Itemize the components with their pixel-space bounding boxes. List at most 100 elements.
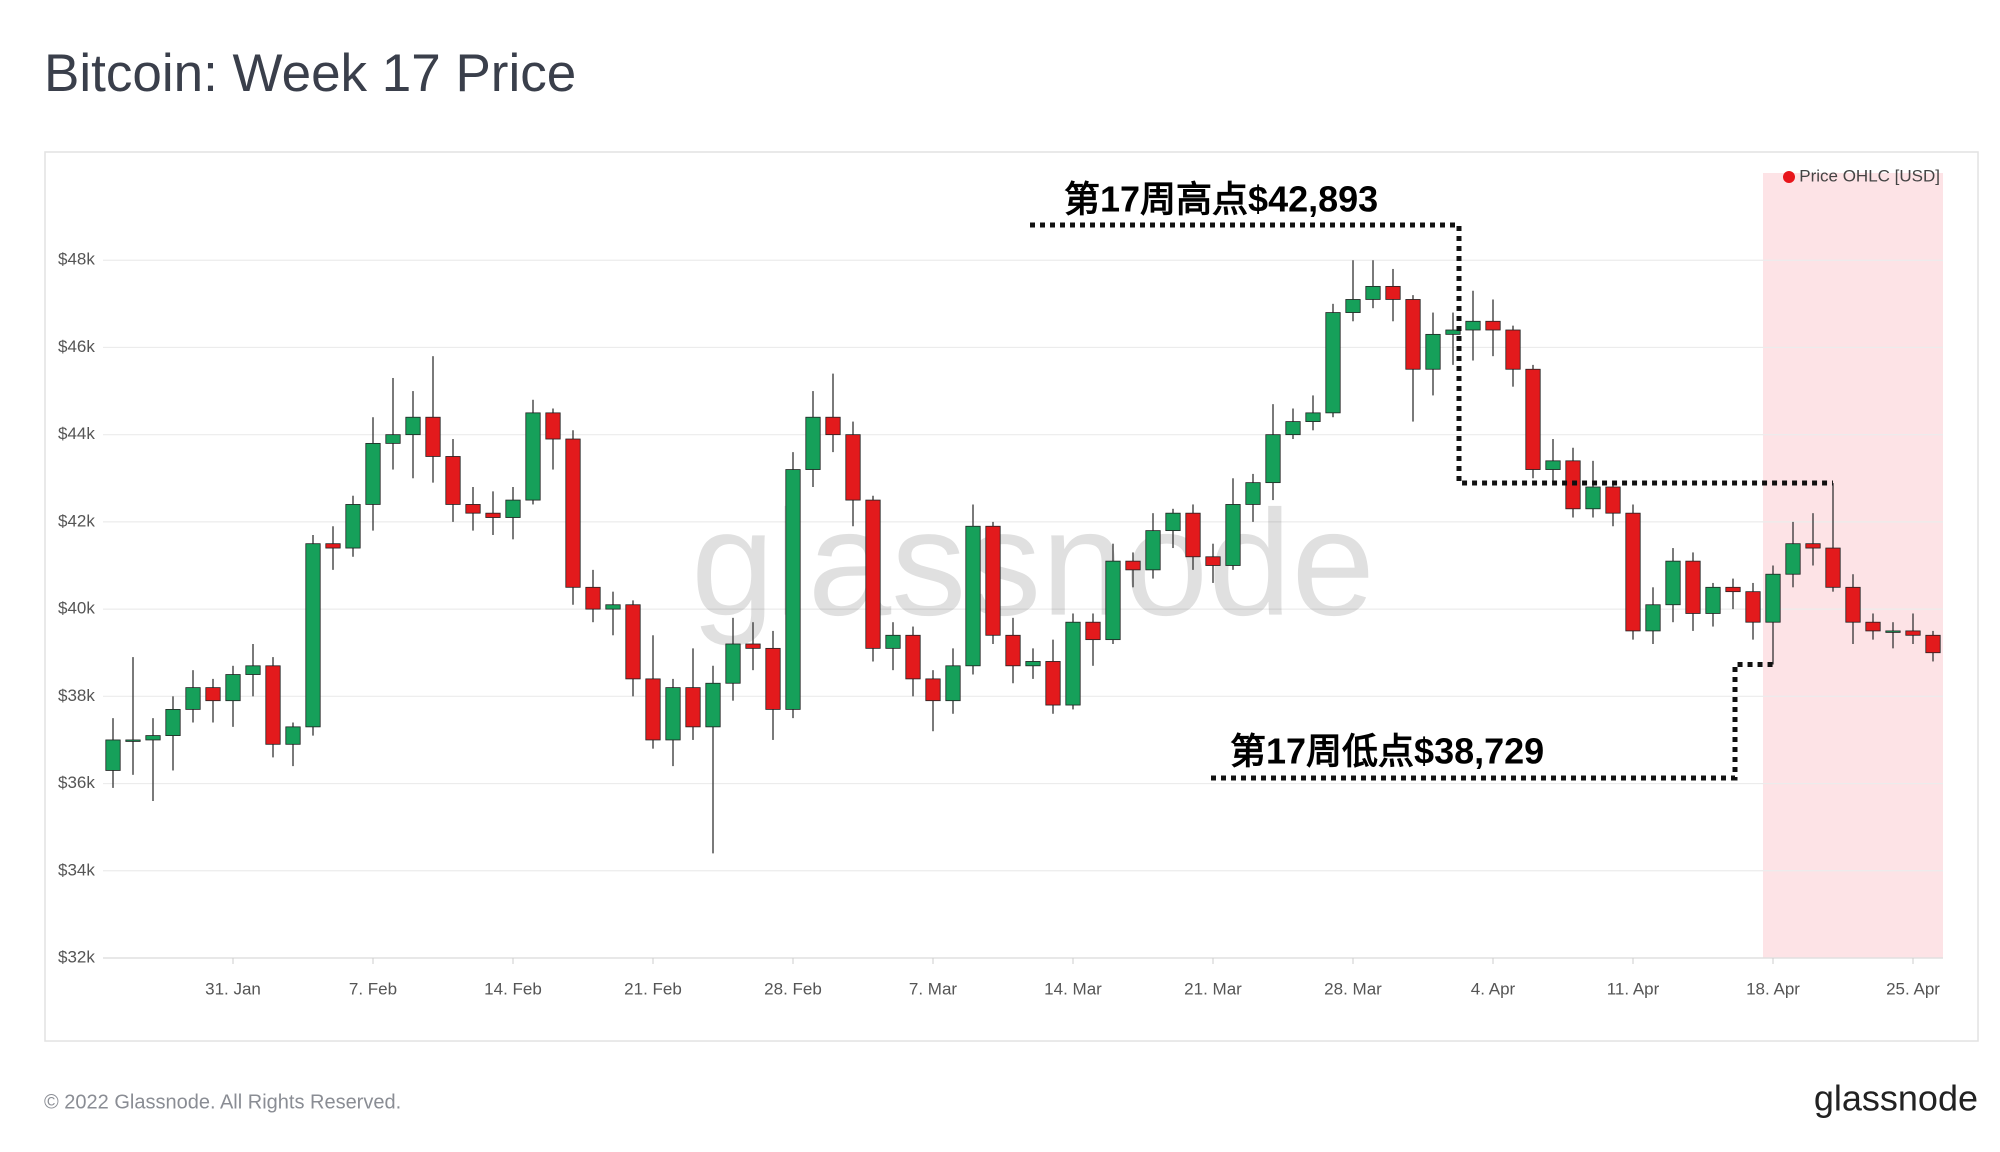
candle-body xyxy=(1685,560,1701,614)
candle-body xyxy=(165,709,181,736)
candle-body xyxy=(125,739,141,742)
candle-body xyxy=(625,604,641,680)
candle-body xyxy=(1725,586,1741,593)
legend-marker xyxy=(1783,171,1795,183)
x-tick-label: 4. Apr xyxy=(1471,979,1516,998)
candle-body xyxy=(505,499,521,518)
candle-body xyxy=(845,434,861,501)
candle-body xyxy=(645,678,661,741)
candle-body xyxy=(785,469,801,710)
candle-body xyxy=(705,682,721,728)
candle-body xyxy=(1205,556,1221,566)
candle-body xyxy=(745,643,761,649)
candle-body xyxy=(1345,299,1361,313)
candle-body xyxy=(1545,460,1561,470)
candle-body xyxy=(1845,586,1861,623)
x-tick-label: 25. Apr xyxy=(1886,979,1940,998)
x-tick-label: 7. Mar xyxy=(909,979,958,998)
annotation: 第17周高点$42,893 xyxy=(1064,179,1378,220)
x-tick-label: 31. Jan xyxy=(205,979,261,998)
candle-body xyxy=(1245,482,1261,505)
candle-body xyxy=(225,674,241,702)
candle-body xyxy=(1285,421,1301,436)
candle-body xyxy=(265,665,281,745)
candle-body xyxy=(565,438,581,588)
candle-body xyxy=(1625,512,1641,632)
y-tick-label: $38k xyxy=(58,686,95,705)
logo: glassnode xyxy=(1814,1078,1978,1119)
candle-body xyxy=(1925,634,1941,654)
candle-body xyxy=(1265,434,1281,484)
candle-body xyxy=(1605,486,1621,514)
candle-body xyxy=(1065,621,1081,706)
candle-body xyxy=(1765,573,1781,623)
x-tick-label: 11. Apr xyxy=(1607,979,1660,998)
chart-title: Bitcoin: Week 17 Price xyxy=(44,44,576,103)
y-tick-label: $34k xyxy=(58,860,95,879)
candle-body xyxy=(1125,560,1141,571)
candle-body xyxy=(885,634,901,649)
candle-body xyxy=(605,604,621,610)
candle-body xyxy=(965,525,981,667)
x-tick-label: 28. Mar xyxy=(1324,979,1382,998)
y-tick-label: $46k xyxy=(58,337,95,356)
candle-body xyxy=(205,687,221,702)
candle-body xyxy=(485,512,501,518)
x-tick-label: 28. Feb xyxy=(764,979,822,998)
candle-body xyxy=(1825,547,1841,588)
candle-body xyxy=(1185,512,1201,558)
x-tick-label: 14. Mar xyxy=(1044,979,1102,998)
candle-body xyxy=(905,634,921,680)
candle-body xyxy=(925,678,941,702)
y-tick-label: $32k xyxy=(58,947,95,966)
candle-body xyxy=(105,739,121,771)
y-tick-label: $40k xyxy=(58,599,95,618)
candle-body xyxy=(1425,333,1441,370)
x-tick-label: 21. Feb xyxy=(624,979,682,998)
candle-body xyxy=(1445,329,1461,335)
candle-body xyxy=(1045,661,1061,706)
candle-body xyxy=(245,665,261,675)
candle-body xyxy=(1785,543,1801,575)
candle-body xyxy=(665,687,681,741)
y-tick-label: $42k xyxy=(58,511,95,530)
candle-body xyxy=(1165,512,1181,532)
candle-body xyxy=(305,543,321,728)
candle-body xyxy=(1305,412,1321,422)
candle-body xyxy=(1525,368,1541,470)
candle-body xyxy=(1105,560,1121,641)
annotation-line xyxy=(1211,662,1773,781)
candle-body xyxy=(1865,621,1881,632)
candle-body xyxy=(1465,320,1481,331)
candle-body xyxy=(345,504,361,549)
chart-frame xyxy=(44,151,1979,1042)
candle-body xyxy=(685,687,701,728)
candle-body xyxy=(325,543,341,549)
legend-label: Price OHLC [USD] xyxy=(1799,166,1940,185)
candle-body xyxy=(1665,560,1681,606)
candle-body xyxy=(285,726,301,745)
annotation: 第17周低点$38,729 xyxy=(1230,731,1544,772)
candle-body xyxy=(145,735,161,741)
candle-body xyxy=(725,643,741,684)
y-tick-label: $44k xyxy=(58,424,95,443)
candle-body xyxy=(985,525,1001,636)
candle-body xyxy=(1885,630,1901,633)
candle-body xyxy=(365,442,381,505)
candle-body xyxy=(425,416,441,457)
candle-body xyxy=(445,456,461,505)
candle-body xyxy=(945,665,961,702)
candle-body xyxy=(805,416,821,470)
candle-body xyxy=(1645,604,1661,632)
annotation-line xyxy=(1030,222,1833,486)
candle-body xyxy=(545,412,561,440)
candle-body xyxy=(1505,329,1521,370)
candle-body xyxy=(185,687,201,710)
candle-body xyxy=(1905,630,1921,636)
candle-body xyxy=(405,416,421,436)
candle-body xyxy=(1025,661,1041,667)
candle-body xyxy=(1585,486,1601,510)
candle-body xyxy=(1805,543,1821,549)
candle-body xyxy=(765,647,781,710)
